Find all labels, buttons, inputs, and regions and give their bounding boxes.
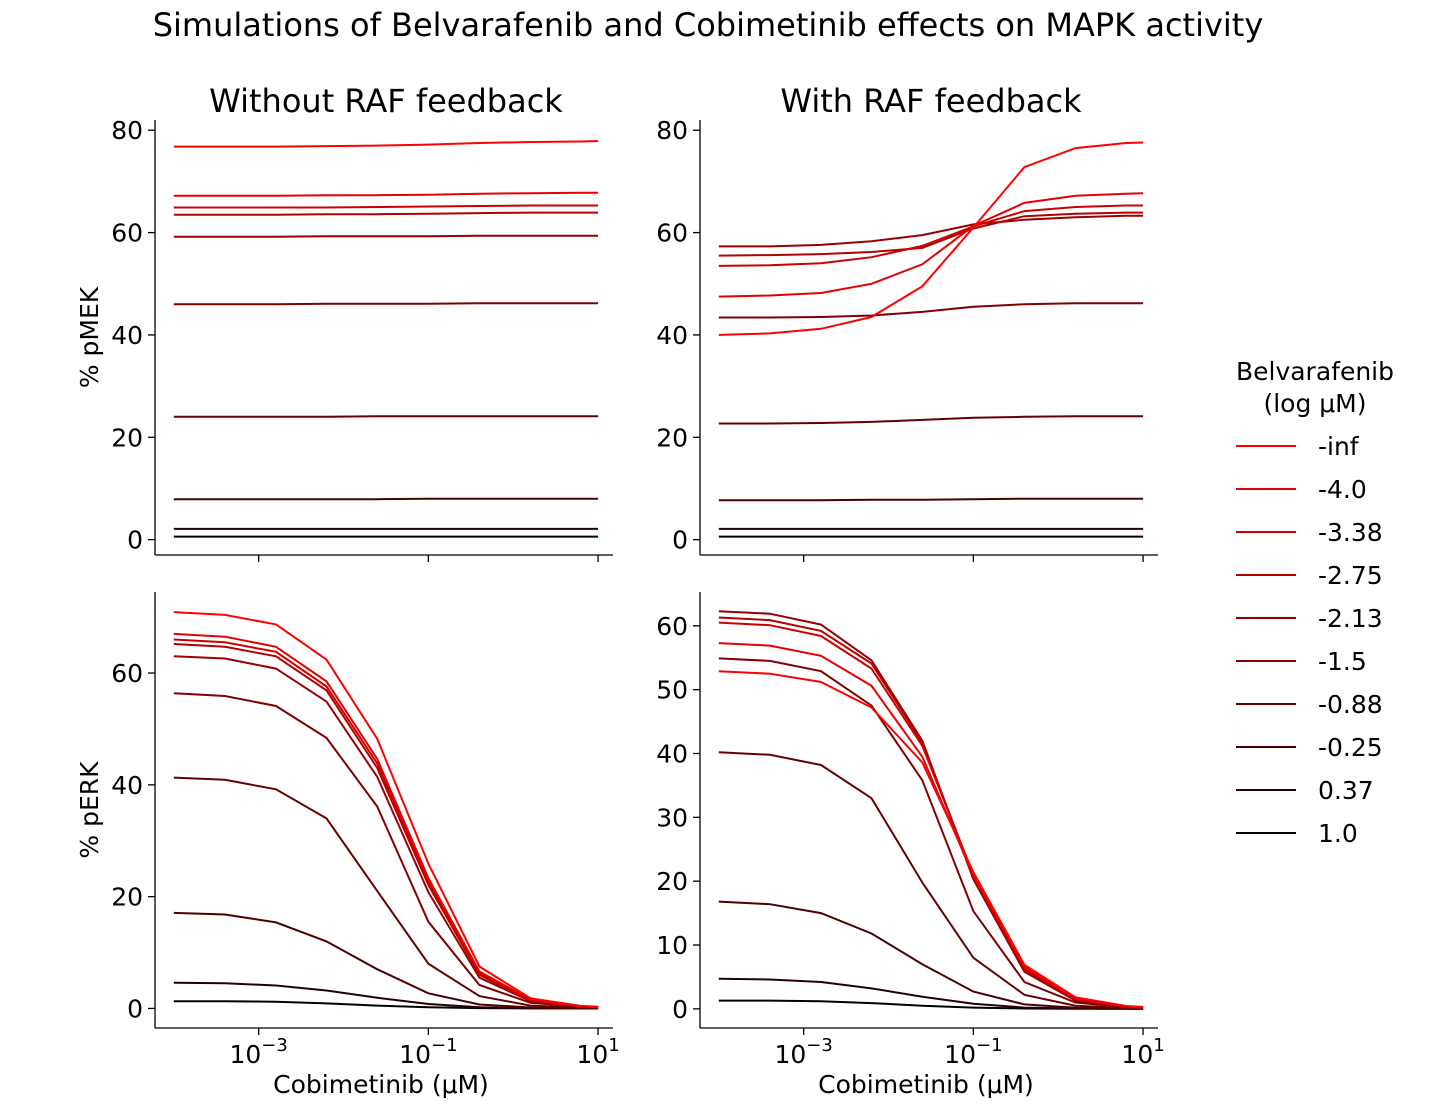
legend-label: -inf	[1318, 432, 1360, 461]
legend-label: -0.88	[1318, 690, 1383, 719]
series-line-0.37	[718, 977, 1144, 1010]
legend-item: -0.25	[1236, 733, 1383, 762]
series-line--3.38	[173, 204, 599, 209]
legend-label: -2.75	[1318, 561, 1383, 590]
y-tick-label: 60	[111, 659, 143, 688]
y-axis-label: % pMEK	[75, 286, 104, 388]
legend-item: 1.0	[1236, 819, 1358, 848]
x-axis-label: Cobimetinib (μM)	[273, 1070, 489, 1099]
panel-title: With RAF feedback	[780, 82, 1082, 120]
y-tick-label: 0	[672, 526, 688, 555]
legend-item: -0.88	[1236, 690, 1383, 719]
y-tick-label: 30	[656, 803, 688, 832]
y-tick-label: 0	[127, 526, 143, 555]
y-tick-label: 20	[111, 883, 143, 912]
series-line--0.25	[173, 497, 599, 501]
y-tick-label: 50	[656, 676, 688, 705]
legend-label: 1.0	[1318, 819, 1358, 848]
y-axis-label: % pERK	[75, 761, 104, 859]
series-line--1.5	[173, 302, 599, 306]
series-line--2.75	[173, 211, 599, 216]
legend-label: -0.25	[1318, 733, 1383, 762]
series-line--2.13	[718, 610, 1144, 1009]
series-line--inf	[718, 141, 1144, 336]
legend-label: -1.5	[1318, 647, 1367, 676]
y-tick-label: 40	[656, 740, 688, 769]
legend: Belvarafenib (log μM) -inf -4.0 -3.38 -2.75…	[1236, 357, 1394, 848]
series-line--inf	[173, 611, 599, 1008]
legend-item: -1.5	[1236, 647, 1367, 676]
panel-title: Without RAF feedback	[209, 82, 563, 120]
series-line--0.88	[718, 415, 1144, 425]
panel-bottom-right: 0 10 20 30 40 50 60 10−3 10−1 101 Cobimetinib (μM)	[656, 592, 1165, 1099]
legend-item: -4.0	[1236, 475, 1367, 504]
legend-entries: -inf -4.0 -3.38 -2.75 -2.13 -1.5 -0.88 -0.25 0.3…	[1236, 432, 1383, 848]
series-line--0.88	[718, 751, 1144, 1010]
legend-item: 0.37	[1236, 776, 1374, 805]
series-line--inf	[173, 140, 599, 148]
series-line--1.5	[718, 657, 1144, 1009]
chart-panels: 0 20 40 60 80 Without RAF feedback % pMEK 0 20 40…	[75, 82, 1165, 1099]
y-tick-label: 60	[111, 219, 143, 248]
y-tick-label: 80	[656, 116, 688, 145]
y-tick-label: 40	[111, 771, 143, 800]
x-tick-label: 10−1	[944, 1035, 1002, 1069]
series-line--4.0	[718, 642, 1144, 1009]
series-line--4.0	[173, 191, 599, 197]
series-line--1.5	[173, 692, 599, 1009]
series-line--1.5	[718, 302, 1144, 319]
series-line--2.75	[718, 211, 1144, 257]
x-tick-label: 10−1	[399, 1035, 457, 1069]
x-tick-label: 101	[576, 1035, 619, 1069]
legend-item: -2.13	[1236, 604, 1383, 633]
legend-label: -4.0	[1318, 475, 1367, 504]
y-tick-label: 40	[111, 321, 143, 350]
series-line--2.13	[173, 655, 599, 1009]
y-tick-label: 0	[127, 994, 143, 1023]
legend-title-line1: Belvarafenib	[1236, 357, 1394, 386]
x-tick-label: 101	[1121, 1035, 1164, 1069]
panel-top-left: 0 20 40 60 80 Without RAF feedback % pMEK	[75, 82, 613, 562]
series-line--3.38	[718, 204, 1144, 267]
series-line--0.25	[718, 497, 1144, 502]
series-line--2.13	[718, 214, 1144, 248]
y-tick-label: 20	[656, 423, 688, 452]
series-line--inf	[718, 670, 1144, 1008]
x-tick-label: 10−3	[229, 1035, 287, 1069]
series-line--4.0	[173, 632, 599, 1008]
y-tick-label: 60	[656, 219, 688, 248]
legend-label: -3.38	[1318, 518, 1383, 547]
figure-title: Simulations of Belvarafenib and Cobimeti…	[153, 6, 1264, 44]
y-tick-label: 80	[111, 116, 143, 145]
series-line--0.88	[173, 415, 599, 418]
y-tick-label: 20	[111, 423, 143, 452]
y-tick-label: 40	[656, 321, 688, 350]
y-tick-label: 0	[672, 995, 688, 1024]
legend-item: -2.75	[1236, 561, 1383, 590]
legend-label: 0.37	[1318, 776, 1374, 805]
series-line--0.25	[718, 900, 1144, 1010]
series-line--4.0	[718, 192, 1144, 298]
panel-top-right: 0 20 40 60 80 With RAF feedback	[656, 82, 1158, 562]
y-tick-label: 60	[656, 612, 688, 641]
series-line--2.13	[173, 234, 599, 238]
y-tick-label: 20	[656, 867, 688, 896]
series-line-0.37	[173, 981, 599, 1010]
series-line--3.38	[718, 621, 1144, 1009]
panel-bottom-left: 0 20 40 60 10−3 10−1 101 Cobimetinib (μM) % pERK	[75, 592, 620, 1099]
series-line--0.25	[173, 911, 599, 1010]
legend-title-line2: (log μM)	[1263, 389, 1366, 418]
legend-item: -inf	[1236, 432, 1360, 461]
series-line--3.38	[173, 638, 599, 1008]
x-axis-label: Cobimetinib (μM)	[818, 1070, 1034, 1099]
series-line--0.88	[173, 776, 599, 1009]
legend-label: -2.13	[1318, 604, 1383, 633]
legend-item: -3.38	[1236, 518, 1383, 547]
y-tick-label: 10	[656, 931, 688, 960]
x-tick-label: 10−3	[774, 1035, 832, 1069]
